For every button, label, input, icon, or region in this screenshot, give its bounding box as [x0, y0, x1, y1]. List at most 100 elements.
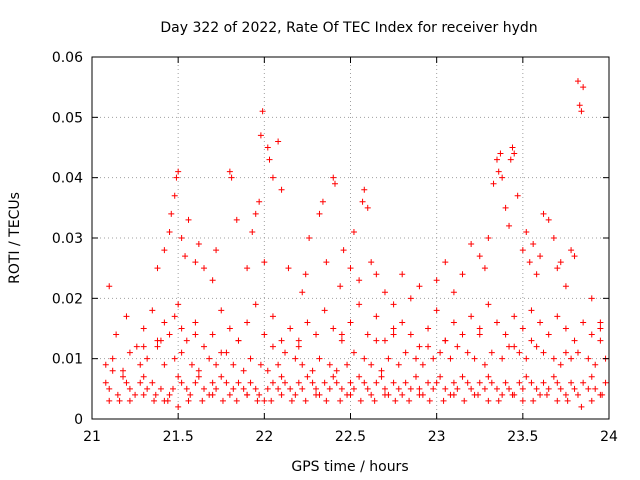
data-point	[182, 253, 189, 260]
data-point	[506, 343, 513, 350]
data-point	[195, 373, 202, 380]
data-point	[206, 355, 213, 362]
data-point	[568, 355, 575, 362]
data-point	[557, 361, 564, 368]
data-point	[316, 210, 323, 217]
data-point	[499, 391, 506, 398]
data-point	[183, 337, 190, 344]
data-point	[433, 277, 440, 284]
data-point	[390, 325, 397, 332]
data-point	[533, 385, 540, 392]
data-point	[402, 349, 409, 356]
data-point	[519, 247, 526, 254]
data-point	[506, 385, 513, 392]
data-point	[192, 331, 199, 338]
y-tick-label: 0.05	[52, 110, 83, 126]
data-point	[223, 379, 230, 386]
data-point	[519, 397, 526, 404]
data-point	[175, 373, 182, 380]
data-point	[244, 265, 251, 272]
data-point	[244, 319, 251, 326]
data-point	[571, 253, 578, 260]
x-tick-label: 22.5	[335, 429, 366, 445]
data-point	[247, 379, 254, 386]
data-point	[140, 343, 147, 350]
data-point	[537, 319, 544, 326]
data-point	[571, 385, 578, 392]
data-point	[419, 361, 426, 368]
data-point	[476, 331, 483, 338]
data-point	[580, 84, 587, 91]
data-point	[102, 379, 109, 386]
data-point	[109, 367, 116, 374]
data-point	[213, 247, 220, 254]
data-point	[323, 397, 330, 404]
data-point	[331, 180, 338, 187]
data-point	[330, 325, 337, 332]
data-point	[330, 373, 337, 380]
data-point	[164, 397, 171, 404]
data-point	[304, 319, 311, 326]
data-point	[338, 337, 345, 344]
data-point	[481, 385, 488, 392]
data-point	[562, 349, 569, 356]
data-points	[102, 78, 609, 410]
data-point	[244, 391, 251, 398]
data-point	[149, 307, 156, 314]
data-point	[337, 397, 344, 404]
data-point	[523, 228, 530, 235]
data-point	[144, 385, 151, 392]
data-point	[140, 325, 147, 332]
data-point	[485, 397, 492, 404]
data-point	[557, 385, 564, 392]
data-point	[545, 216, 552, 223]
data-point	[304, 373, 311, 380]
data-point	[430, 355, 437, 362]
data-point	[133, 343, 140, 350]
data-point	[588, 373, 595, 380]
data-point	[228, 174, 235, 181]
axis-ticks	[91, 56, 610, 420]
data-point	[264, 367, 271, 374]
data-point	[585, 355, 592, 362]
data-point	[564, 397, 571, 404]
data-point	[171, 192, 178, 199]
data-point	[364, 385, 371, 392]
data-point	[261, 331, 268, 338]
data-point	[399, 391, 406, 398]
data-point	[395, 361, 402, 368]
data-point	[132, 391, 139, 398]
y-tick-label: 0.04	[52, 171, 83, 187]
data-point	[269, 174, 276, 181]
data-point	[235, 337, 242, 344]
data-point	[392, 397, 399, 404]
data-point	[169, 385, 176, 392]
data-point	[201, 385, 208, 392]
data-point	[476, 325, 483, 332]
data-point	[338, 331, 345, 338]
data-point	[333, 379, 340, 386]
data-point	[447, 355, 454, 362]
data-point	[195, 367, 202, 374]
data-point	[585, 385, 592, 392]
data-point	[433, 307, 440, 314]
data-point	[359, 198, 366, 205]
data-point	[175, 403, 182, 410]
data-point	[120, 367, 127, 374]
data-point	[275, 361, 282, 368]
data-point	[209, 391, 216, 398]
data-point	[257, 361, 264, 368]
data-point	[166, 228, 173, 235]
data-point	[152, 391, 159, 398]
data-point	[519, 325, 526, 332]
data-point	[416, 385, 423, 392]
data-point	[240, 385, 247, 392]
data-point	[516, 379, 523, 386]
data-point	[407, 385, 414, 392]
data-point	[485, 301, 492, 308]
data-point	[161, 361, 168, 368]
data-point	[385, 355, 392, 362]
data-point	[599, 391, 606, 398]
data-point	[269, 379, 276, 386]
